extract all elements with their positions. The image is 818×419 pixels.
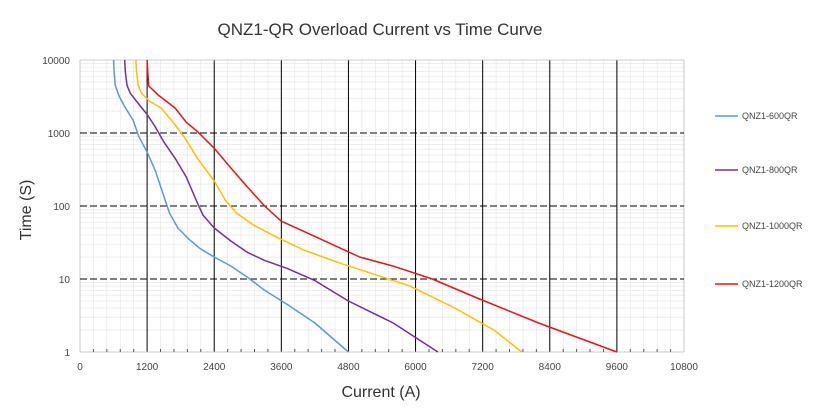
x-axis-ticks: 0 1200 2400 3600 4800 6000 7200 8400 9600 10800 <box>77 349 698 373</box>
series-line-qnz1-600qr <box>112 59 349 353</box>
x-tick-label: 10800 <box>670 362 698 373</box>
x-tick-label: 3600 <box>270 362 293 373</box>
y-axis-ticks: 1 10 100 1000 10000 <box>42 56 70 359</box>
legend-label: QNZ1-800QR <box>742 165 798 175</box>
y-tick-label: 100 <box>53 202 70 213</box>
x-tick-label: 6000 <box>404 362 427 373</box>
x-tick-label: 9600 <box>606 362 629 373</box>
x-tick-label: 0 <box>77 362 83 373</box>
x-tick-label: 8400 <box>539 362 562 373</box>
chart-title: QNZ1-QR Overload Current vs Time Curve <box>218 20 543 39</box>
legend: QNZ1-600QR QNZ1-800QR QNZ1-1000QR QNZ1-1200… <box>715 111 803 289</box>
series-line-qnz1-1000qr <box>135 59 523 353</box>
series-lines <box>112 59 618 353</box>
legend-label: QNZ1-1000QR <box>742 221 803 231</box>
y-axis-label: Time (S) <box>18 180 35 241</box>
y-tick-label: 1000 <box>48 129 71 140</box>
legend-label: QNZ1-1200QR <box>742 279 803 289</box>
x-tick-label: 2400 <box>203 362 226 373</box>
y-tick-label: 1 <box>64 348 70 359</box>
y-tick-label: 10000 <box>42 56 70 67</box>
y-tick-label: 10 <box>59 275 71 286</box>
legend-label: QNZ1-600QR <box>742 111 798 121</box>
series-line-qnz1-800qr <box>123 59 439 353</box>
x-tick-label: 7200 <box>472 362 495 373</box>
x-tick-label: 4800 <box>337 362 360 373</box>
series-line-qnz1-1200qr <box>146 59 618 353</box>
x-tick-label: 1200 <box>136 362 159 373</box>
x-axis-label: Current (A) <box>341 384 420 401</box>
